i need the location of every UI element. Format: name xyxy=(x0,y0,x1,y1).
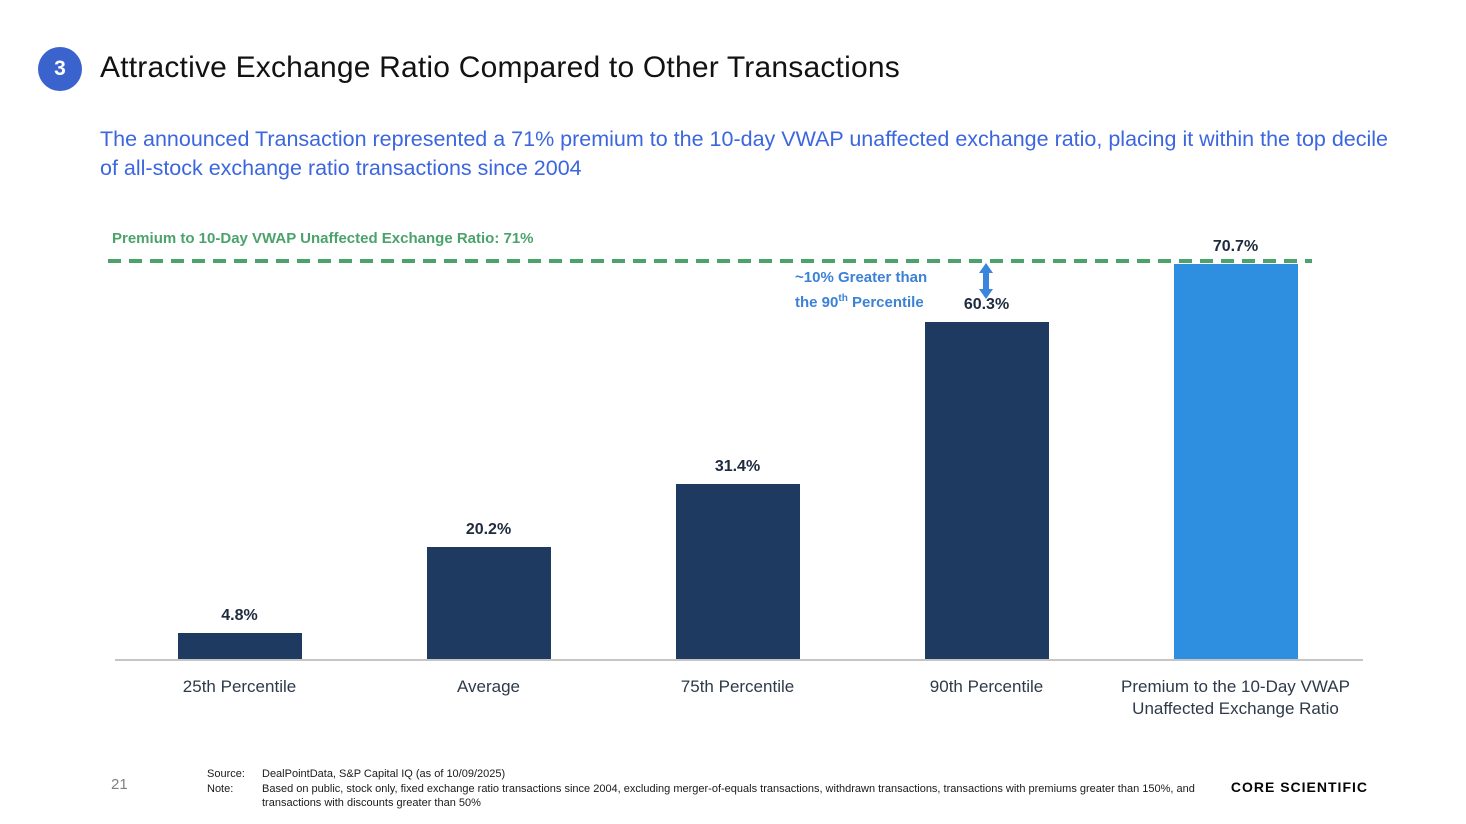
reference-dashed-line xyxy=(108,259,1312,263)
source-text: DealPointData, S&P Capital IQ (as of 10/… xyxy=(262,768,506,780)
bar-1 xyxy=(426,547,551,660)
note-label: Note: xyxy=(207,782,234,795)
category-label: 75th Percentile xyxy=(680,677,795,696)
note-text: Based on public, stock only, fixed excha… xyxy=(262,782,1195,810)
page-title: Attractive Exchange Ratio Compared to Ot… xyxy=(100,51,900,84)
bar-2 xyxy=(675,484,800,660)
bar-slot: 60.3% xyxy=(862,262,1111,660)
source-label: Source: xyxy=(207,768,245,780)
slide-number-badge: 3 xyxy=(38,47,82,91)
bar-value-label: 70.7% xyxy=(1212,238,1259,255)
badge-number: 3 xyxy=(54,57,66,80)
slide-subtitle: The announced Transaction represented a … xyxy=(100,127,1389,180)
core-scientific-logo: CORE SCIENTIFIC xyxy=(1230,779,1368,795)
bar-4 xyxy=(1173,264,1298,660)
bar-slot: 20.2% xyxy=(364,262,613,660)
category-label: Premium to the 10-Day VWAP Unaffected Ex… xyxy=(1121,677,1350,718)
bar-slot: 70.7% xyxy=(1111,238,1360,660)
annotation-line2: the 90th Percentile xyxy=(795,293,924,311)
bar-slot: 4.8% xyxy=(115,262,364,660)
bar-value-label: 20.2% xyxy=(465,521,512,538)
bar-value-label: 60.3% xyxy=(963,296,1010,313)
bar-value-label: 31.4% xyxy=(714,458,761,475)
reference-line-label: Premium to 10-Day VWAP Unaffected Exchan… xyxy=(112,230,534,247)
bar-3 xyxy=(924,322,1049,660)
footnotes: Source: DealPointData, S&P Capital IQ (a… xyxy=(207,767,1212,811)
bar-value-label: 4.8% xyxy=(221,607,258,624)
bar-plot: 4.8% 20.2% 31.4% 60.3% 70.7% xyxy=(115,238,1360,660)
annotation-callout: ~10% Greater than the 90th Percentile xyxy=(795,267,927,313)
x-axis-line xyxy=(115,659,1363,661)
category-label: 25th Percentile xyxy=(182,677,297,696)
category-label: 90th Percentile xyxy=(929,677,1044,696)
page-number: 21 xyxy=(111,776,128,793)
bar-0 xyxy=(177,633,302,660)
category-label: Average xyxy=(456,677,520,696)
annotation-line1: ~10% Greater than xyxy=(795,269,928,286)
bar-slot: 31.4% xyxy=(613,262,862,660)
double-arrow-icon xyxy=(979,263,993,299)
category-axis: 25th Percentile Average 75th Percentile 90t… xyxy=(115,676,1360,720)
